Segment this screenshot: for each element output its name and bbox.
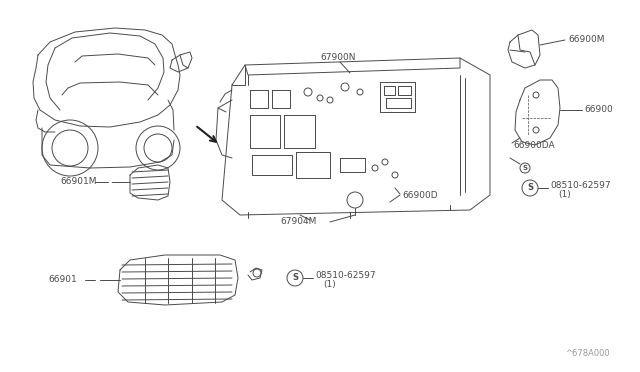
- Text: 66900DA: 66900DA: [513, 141, 555, 150]
- Text: 66900D: 66900D: [402, 190, 438, 199]
- Text: (1): (1): [323, 280, 336, 289]
- Text: 66901M: 66901M: [60, 177, 97, 186]
- Text: 08510-62597: 08510-62597: [315, 270, 376, 279]
- Text: S: S: [292, 273, 298, 282]
- Text: 67900N: 67900N: [320, 54, 355, 62]
- Text: (1): (1): [558, 190, 571, 199]
- Text: 66900: 66900: [584, 106, 612, 115]
- Text: 67904M: 67904M: [280, 218, 316, 227]
- Text: S: S: [522, 165, 527, 171]
- Text: 66901: 66901: [48, 276, 77, 285]
- Text: 08510-62597: 08510-62597: [550, 180, 611, 189]
- Text: ^678A000: ^678A000: [565, 349, 610, 358]
- Text: S: S: [527, 183, 533, 192]
- Text: 66900M: 66900M: [568, 35, 605, 45]
